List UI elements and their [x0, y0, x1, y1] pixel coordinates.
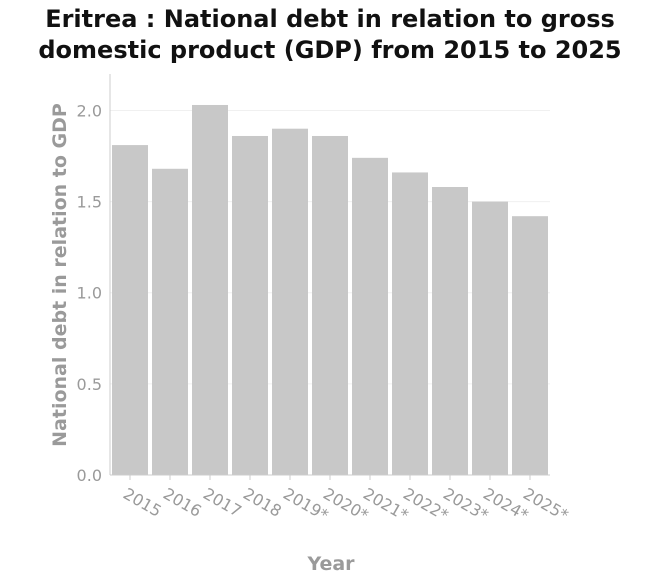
chart-title-line-1: Eritrea : National debt in relation to g… [45, 5, 615, 33]
x-tick-labels: 20152016201720182019*2020*2021*2022*2023… [120, 484, 572, 525]
y-tick-label: 0.0 [77, 466, 102, 485]
bar-2025 [512, 216, 548, 475]
chart-title-line-2: domestic product (GDP) from 2015 to 2025 [38, 36, 622, 64]
y-tick-label: 0.5 [77, 375, 102, 394]
bar-2020 [312, 135, 348, 476]
y-tick-labels: 0.0 0.5 1.0 1.5 2.0 [77, 101, 102, 485]
x-tick-label: 2022* [400, 484, 452, 525]
x-tick-label: 2019* [280, 484, 332, 525]
x-tick-label: 2020* [320, 484, 372, 525]
bar-2016 [152, 168, 188, 476]
axes [109, 74, 550, 480]
bars [112, 104, 548, 476]
y-axis-title: National debt in relation to GDP [49, 103, 71, 447]
bar-2021 [352, 157, 388, 475]
bar-2018 [232, 135, 268, 476]
bar-2015 [112, 145, 148, 475]
chart-title: Eritrea : National debt in relation to g… [0, 4, 660, 66]
bar-2022 [392, 172, 428, 475]
y-tick-label: 2.0 [77, 101, 102, 120]
x-tick-label: 2017 [200, 484, 245, 521]
y-tick-label: 1.5 [77, 193, 102, 212]
x-tick-label: 2023* [440, 484, 492, 525]
bar-2019 [272, 128, 308, 475]
bar-2024 [472, 201, 508, 475]
x-tick-label: 2024* [480, 484, 532, 525]
y-tick-label: 1.0 [77, 284, 102, 303]
x-tick-label: 2021* [360, 484, 412, 525]
bar-2017 [192, 104, 228, 476]
x-tick-label: 2016 [160, 484, 205, 521]
x-axis-title: Year [306, 553, 355, 575]
x-tick-label: 2015 [120, 484, 165, 521]
bar-2023 [432, 187, 468, 475]
x-tick-label: 2025* [520, 484, 572, 525]
x-tick-label: 2018 [240, 484, 285, 521]
